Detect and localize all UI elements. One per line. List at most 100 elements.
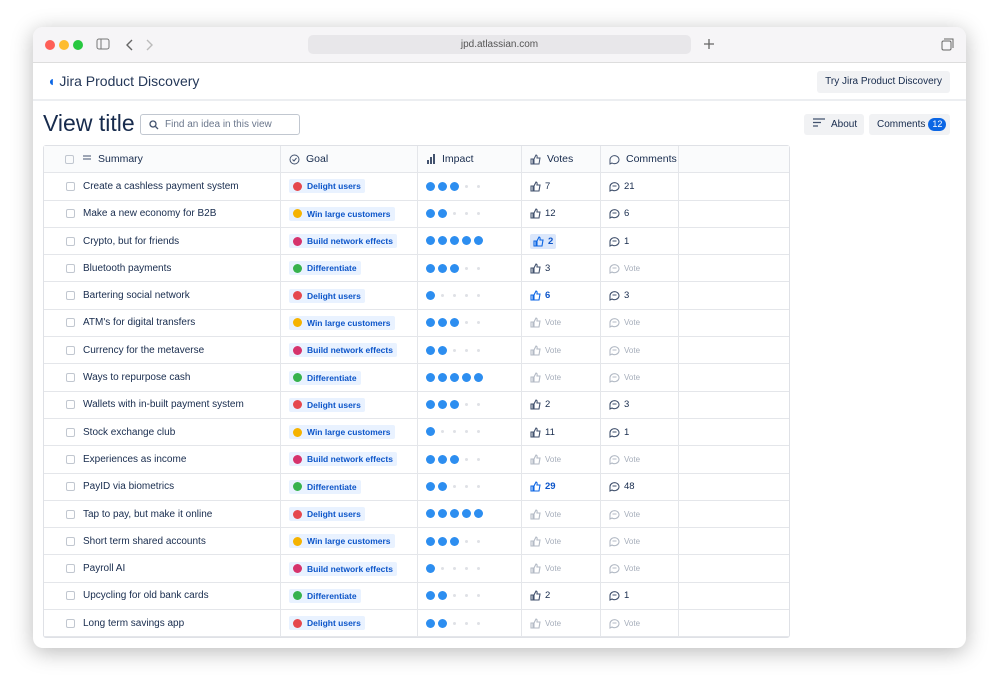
comments[interactable]: Vote — [609, 317, 640, 329]
votes[interactable]: 12 — [530, 208, 556, 219]
comments[interactable]: Vote — [609, 372, 640, 383]
comments-button[interactable]: Comments 12 — [869, 114, 950, 135]
impact-rating[interactable] — [426, 263, 486, 274]
checkbox[interactable] — [66, 536, 75, 546]
summary[interactable]: Bluetooth payments — [83, 262, 172, 274]
goal-tag[interactable]: Delight users — [289, 507, 365, 521]
goal-tag[interactable]: Win large customers — [289, 534, 395, 549]
comments[interactable]: Vote — [609, 263, 640, 274]
goal-tag[interactable]: Build network effects — [289, 343, 397, 358]
goal-tag[interactable]: Differentiate — [289, 479, 361, 494]
impact-rating[interactable] — [426, 427, 486, 438]
summary[interactable]: Experiences as income — [83, 453, 187, 465]
summary[interactable]: Bartering social network — [83, 290, 190, 302]
summary[interactable]: Crypto, but for friends — [83, 235, 180, 247]
goal-tag[interactable]: Win large customers — [289, 425, 395, 440]
impact-rating[interactable] — [426, 563, 486, 574]
summary[interactable]: Payroll AI — [83, 563, 126, 575]
cta-button[interactable]: Try Jira Product Discovery — [817, 71, 950, 93]
votes[interactable]: 11 — [530, 427, 555, 438]
goal-tag[interactable]: Differentiate — [289, 588, 361, 603]
votes[interactable]: Vote — [530, 317, 561, 328]
comments[interactable]: Vote — [609, 509, 640, 520]
impact-rating[interactable] — [426, 372, 486, 383]
votes[interactable]: 2 — [530, 233, 557, 249]
summary[interactable]: Ways to repurpose cash — [83, 372, 191, 384]
comments[interactable]: 6 — [609, 208, 629, 219]
checkbox[interactable] — [66, 209, 75, 219]
checkbox[interactable] — [66, 618, 75, 628]
summary[interactable]: Stock exchange club — [83, 426, 176, 438]
goal-tag[interactable]: Win large customers — [289, 206, 395, 221]
column-header[interactable]: Comments — [601, 146, 679, 173]
votes[interactable]: 7 — [530, 181, 550, 192]
column-header[interactable]: Votes — [522, 146, 601, 173]
maximize[interactable] — [73, 40, 83, 50]
checkbox[interactable] — [66, 564, 75, 574]
impact-rating[interactable] — [426, 236, 486, 247]
votes[interactable]: 6 — [530, 290, 550, 301]
impact-rating[interactable] — [426, 590, 486, 601]
about-button[interactable]: About — [804, 114, 864, 135]
impact-rating[interactable] — [426, 454, 486, 465]
goal-tag[interactable]: Build network effects — [289, 561, 397, 576]
goal-tag[interactable]: Build network effects — [289, 452, 397, 467]
comments[interactable]: 1 — [609, 236, 629, 247]
votes[interactable]: 2 — [530, 399, 550, 410]
votes[interactable]: 2 — [530, 590, 550, 601]
checkbox[interactable] — [66, 454, 75, 464]
summary[interactable]: Currency for the metaverse — [83, 344, 205, 356]
votes[interactable]: Vote — [530, 536, 561, 547]
checkbox[interactable] — [66, 591, 75, 601]
votes[interactable]: 29 — [530, 481, 556, 492]
checkbox[interactable] — [66, 236, 75, 246]
impact-rating[interactable] — [426, 208, 486, 219]
goal-tag[interactable]: Build network effects — [289, 234, 397, 249]
goal-tag[interactable]: Delight users — [289, 397, 365, 412]
sidebar-icon[interactable] — [96, 38, 110, 50]
votes[interactable]: Vote — [530, 563, 561, 574]
checkbox[interactable] — [66, 427, 75, 437]
summary[interactable]: Create a cashless payment system — [83, 180, 239, 192]
new-tab[interactable] — [703, 38, 715, 50]
votes[interactable]: Vote — [530, 508, 561, 520]
comments[interactable]: Vote — [609, 454, 640, 465]
checkbox[interactable] — [66, 373, 75, 383]
address-bar[interactable]: jpd.atlassian.com — [308, 35, 691, 54]
comments[interactable]: 1 — [609, 427, 629, 438]
votes[interactable]: 3 — [530, 263, 550, 274]
impact-rating[interactable] — [426, 481, 486, 492]
column-header[interactable]: Goal — [281, 146, 418, 173]
comments[interactable]: Vote — [609, 563, 640, 574]
search-input[interactable]: Find an idea in this view — [140, 114, 300, 135]
checkbox[interactable] — [66, 482, 75, 492]
checkbox[interactable] — [65, 154, 74, 164]
goal-tag[interactable]: Differentiate — [289, 370, 361, 385]
checkbox[interactable] — [66, 318, 75, 328]
summary[interactable]: Tap to pay, but make it online — [83, 508, 213, 520]
goal-tag[interactable]: Win large customers — [289, 315, 395, 330]
summary[interactable]: Make a new economy for B2B — [83, 208, 217, 220]
impact-rating[interactable] — [426, 290, 486, 301]
summary[interactable]: Wallets with in-built payment system — [83, 399, 244, 411]
comments[interactable]: Vote — [609, 345, 640, 356]
checkbox[interactable] — [66, 263, 75, 273]
impact-rating[interactable] — [426, 399, 486, 410]
impact-rating[interactable] — [426, 181, 486, 192]
votes[interactable]: Vote — [530, 454, 561, 465]
column-header[interactable]: Summary — [44, 146, 281, 173]
comments[interactable]: 48 — [609, 481, 635, 492]
close[interactable] — [45, 40, 55, 50]
nav-arrows[interactable] — [125, 38, 155, 52]
votes[interactable]: Vote — [530, 618, 561, 629]
comments[interactable]: 21 — [609, 181, 635, 192]
impact-rating[interactable] — [426, 345, 486, 356]
logo[interactable]: ◖ Jira Product Discovery — [47, 73, 200, 89]
comments[interactable]: Vote — [609, 536, 640, 547]
checkbox[interactable] — [66, 345, 75, 355]
goal-tag[interactable]: Delight users — [289, 616, 365, 631]
votes[interactable]: Vote — [530, 372, 561, 383]
goal-tag[interactable]: Differentiate — [289, 261, 361, 276]
summary[interactable]: Long term savings app — [83, 617, 185, 629]
goal-tag[interactable]: Delight users — [289, 179, 365, 194]
